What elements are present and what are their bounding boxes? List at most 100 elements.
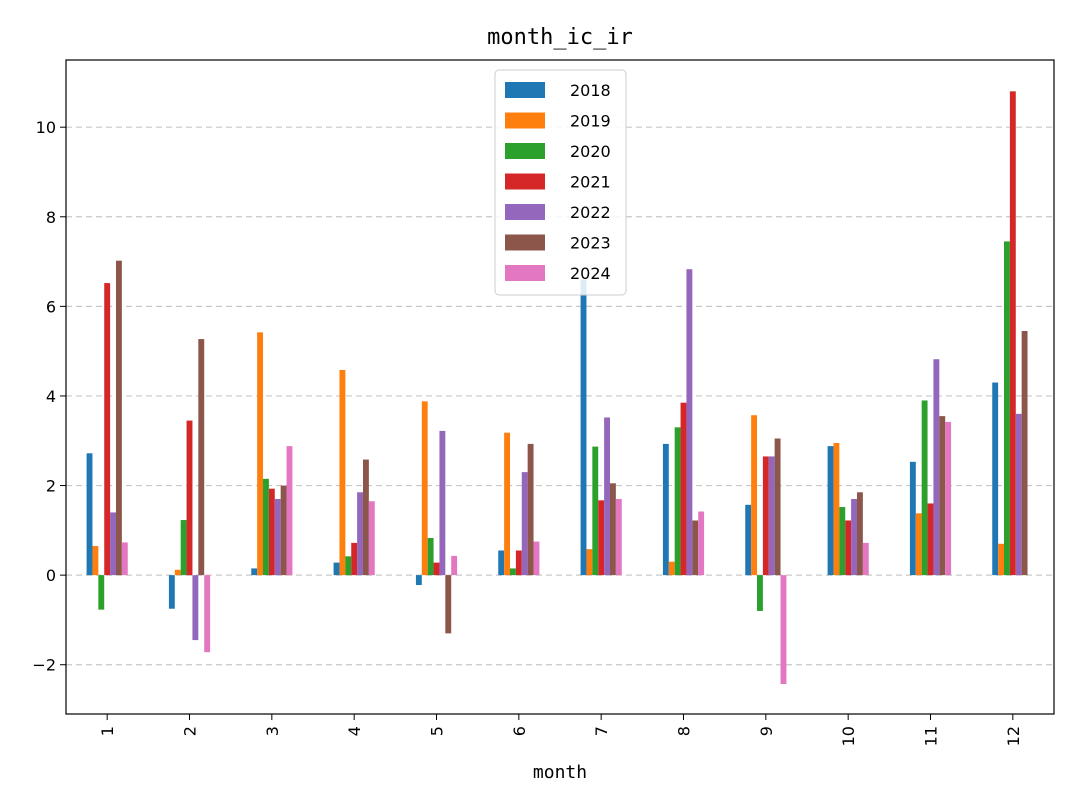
legend-swatch-2019 <box>505 112 545 129</box>
legend-label-2018: 2018 <box>570 81 611 100</box>
bar-2018-month-12 <box>992 382 999 576</box>
legend-swatch-2022 <box>505 204 545 220</box>
bar-2022-month-8 <box>686 269 693 576</box>
x-tick-label: 4 <box>345 726 364 736</box>
legend-label-2020: 2020 <box>570 142 611 161</box>
legend-label-2019: 2019 <box>570 112 611 131</box>
legend-label-2021: 2021 <box>570 173 611 192</box>
bar-2022-month-2 <box>192 575 199 641</box>
x-tick-label: 6 <box>510 726 529 736</box>
bar-2022-month-4 <box>357 492 363 576</box>
legend-label-2024: 2024 <box>570 264 611 283</box>
legend-swatch-2020 <box>505 143 545 159</box>
x-axis: 1 2 3 4 5 6 7 8 9 10 11 12 <box>98 714 1023 746</box>
legend-swatch-2024 <box>505 265 545 281</box>
bar-2021-month-4 <box>351 542 358 576</box>
bar-2021-month-2 <box>186 420 193 576</box>
y-axis: −2 0 2 4 6 8 10 <box>32 118 66 675</box>
bar-2023-month-2 <box>198 339 205 576</box>
bar-2018-month-11 <box>909 461 916 576</box>
bar-2022-month-1 <box>110 512 116 576</box>
bar-2021-month-1 <box>104 283 111 576</box>
bar-2018-month-7 <box>580 279 587 576</box>
x-tick-label: 2 <box>181 726 200 736</box>
bar-2021-month-9 <box>762 456 769 576</box>
bar-2022-month-11 <box>933 359 940 576</box>
bar-2018-month-10 <box>827 446 834 576</box>
bar-2020-month-6 <box>510 568 516 576</box>
bar-2023-month-12 <box>1021 331 1028 576</box>
bar-2018-month-8 <box>662 443 669 576</box>
bar-2019-month-5 <box>421 401 428 576</box>
legend-label-2022: 2022 <box>570 203 611 222</box>
x-tick-label: 3 <box>263 726 282 736</box>
y-tick-label: 0 <box>46 566 56 585</box>
y-tick-label: 4 <box>46 387 56 406</box>
bar-2023-month-7 <box>609 483 616 576</box>
bar-2019-month-12 <box>998 543 1005 576</box>
bar-2021-month-7 <box>598 500 605 576</box>
x-tick-label: 10 <box>839 726 858 746</box>
bar-2019-month-8 <box>668 561 675 576</box>
bar-2023-month-9 <box>774 438 781 576</box>
bar-2023-month-6 <box>527 443 534 576</box>
legend-label-2023: 2023 <box>570 234 611 253</box>
bar-2023-month-3 <box>280 485 287 576</box>
bar-2020-month-9 <box>757 575 763 611</box>
bar-2023-month-5 <box>445 575 452 634</box>
bar-2018-month-4 <box>333 562 340 576</box>
bar-2021-month-8 <box>680 402 687 576</box>
x-axis-label: month <box>533 762 587 783</box>
y-tick-label: −2 <box>32 656 56 675</box>
x-tick-label: 5 <box>428 726 447 736</box>
y-tick-label: 6 <box>46 297 56 316</box>
legend-swatch-2021 <box>505 173 545 190</box>
bar-2018-month-3 <box>251 568 258 576</box>
bar-2024-month-1 <box>121 542 128 576</box>
x-tick-label: 8 <box>675 726 694 736</box>
bar-2024-month-9 <box>780 575 787 684</box>
bar-2021-month-11 <box>927 503 934 576</box>
bar-2018-month-1 <box>86 453 93 576</box>
legend-swatch-2023 <box>505 234 545 251</box>
bar-2023-month-8 <box>692 520 699 576</box>
bar-2021-month-5 <box>433 562 440 576</box>
bar-2024-month-6 <box>533 541 540 576</box>
bar-2020-month-5 <box>427 537 434 576</box>
x-tick-label: 1 <box>98 726 117 736</box>
bar-2024-month-5 <box>451 555 458 576</box>
bar-2020-month-10 <box>839 507 846 576</box>
bar-2020-month-11 <box>921 400 928 576</box>
y-tick-label: 2 <box>46 477 56 496</box>
bar-2020-month-4 <box>345 556 352 576</box>
x-tick-label: 7 <box>592 726 611 736</box>
x-tick-label: 11 <box>922 726 941 746</box>
x-tick-label: 12 <box>1004 726 1023 746</box>
bars <box>86 91 1028 684</box>
bar-2018-month-6 <box>498 550 505 576</box>
bar-2022-month-12 <box>1015 413 1022 576</box>
bar-2018-month-2 <box>168 575 175 609</box>
bar-2022-month-9 <box>768 456 775 576</box>
bar-2020-month-12 <box>1004 241 1010 576</box>
x-tick-label: 9 <box>757 726 776 736</box>
bar-2019-month-7 <box>586 549 593 576</box>
bar-2020-month-3 <box>263 478 269 576</box>
plot-frame <box>65 59 1055 715</box>
bar-2019-month-1 <box>92 546 99 576</box>
bar-2018-month-5 <box>415 575 422 585</box>
bar-2024-month-4 <box>368 501 375 576</box>
bar-2023-month-1 <box>115 260 122 576</box>
bar-2024-month-3 <box>286 446 293 576</box>
chart-title: month_ic_ir <box>487 25 633 50</box>
bar-2021-month-12 <box>1009 91 1016 576</box>
bar-2020-month-1 <box>98 575 105 610</box>
bar-2023-month-10 <box>856 492 863 576</box>
bar-2019-month-2 <box>174 569 181 576</box>
bar-2019-month-4 <box>339 369 346 576</box>
legend-swatch-2018 <box>505 82 545 98</box>
bar-2020-month-2 <box>180 520 187 576</box>
bar-2022-month-7 <box>604 417 610 576</box>
bar-2020-month-8 <box>674 427 681 576</box>
